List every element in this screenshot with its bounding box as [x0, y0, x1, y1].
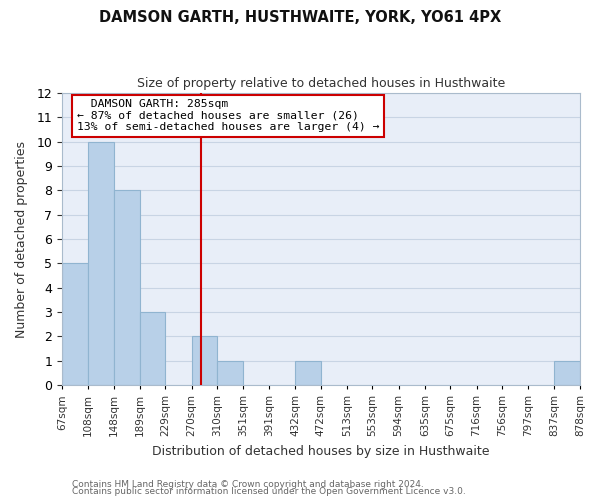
Title: Size of property relative to detached houses in Husthwaite: Size of property relative to detached ho…	[137, 78, 505, 90]
Text: Contains HM Land Registry data © Crown copyright and database right 2024.: Contains HM Land Registry data © Crown c…	[72, 480, 424, 489]
Y-axis label: Number of detached properties: Number of detached properties	[15, 140, 28, 338]
Bar	[62, 264, 88, 385]
Bar	[191, 336, 217, 385]
Text: Contains public sector information licensed under the Open Government Licence v3: Contains public sector information licen…	[72, 487, 466, 496]
Bar	[113, 190, 140, 385]
Bar	[217, 360, 244, 385]
Text: DAMSON GARTH: 285sqm
← 87% of detached houses are smaller (26)
13% of semi-detac: DAMSON GARTH: 285sqm ← 87% of detached h…	[77, 99, 379, 132]
Bar	[140, 312, 166, 385]
Bar	[88, 142, 113, 385]
X-axis label: Distribution of detached houses by size in Husthwaite: Distribution of detached houses by size …	[152, 444, 490, 458]
Bar	[295, 360, 320, 385]
Text: DAMSON GARTH, HUSTHWAITE, YORK, YO61 4PX: DAMSON GARTH, HUSTHWAITE, YORK, YO61 4PX	[99, 10, 501, 25]
Bar	[554, 360, 580, 385]
